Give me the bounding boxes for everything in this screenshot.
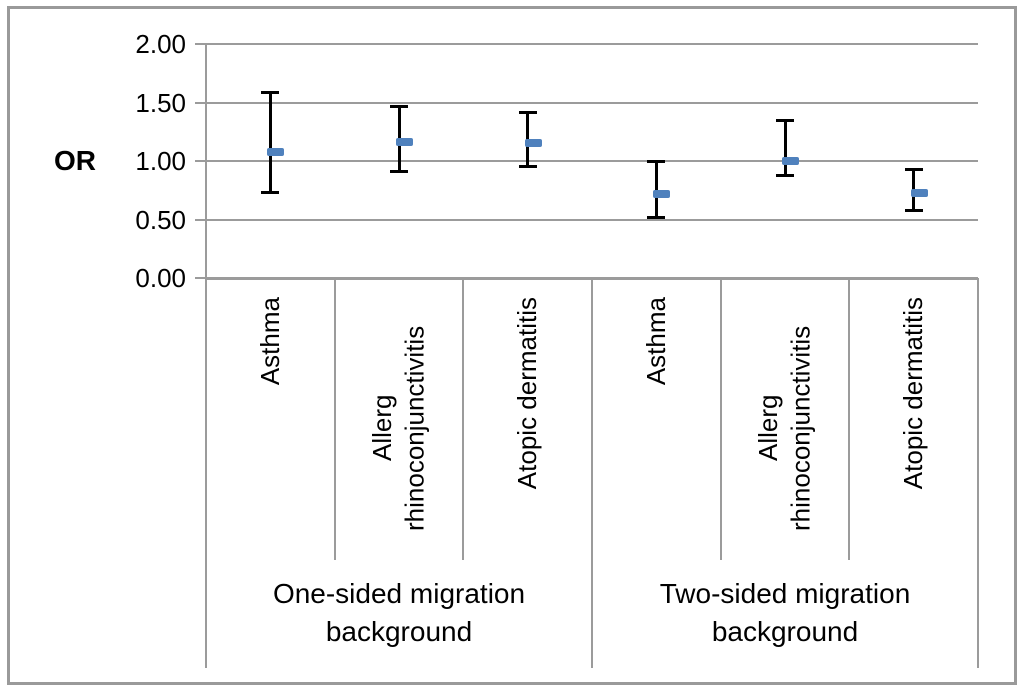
or-point-marker bbox=[524, 139, 542, 148]
y-axis-tickmark bbox=[195, 160, 206, 162]
y-axis-title: OR bbox=[54, 145, 96, 176]
error-bar-cap-bottom bbox=[904, 209, 923, 213]
category-divider-line bbox=[462, 278, 465, 560]
category-divider-line bbox=[719, 278, 722, 560]
y-tick-label: 1.50 bbox=[135, 87, 186, 118]
category-label: Allerg rhinoconjunctivitis bbox=[753, 325, 816, 531]
y-axis-tickmark bbox=[195, 43, 206, 45]
y-axis-tickmark bbox=[195, 277, 206, 279]
error-bar-cap-top bbox=[647, 160, 666, 163]
error-bar-cap-bottom bbox=[518, 164, 537, 168]
gridline bbox=[206, 101, 978, 104]
figure-border bbox=[7, 6, 1017, 685]
y-tick-label: 0.50 bbox=[135, 204, 186, 235]
category-label: Atopic dermatitis bbox=[512, 297, 543, 490]
category-label-cell: Allerg rhinoconjunctivitis bbox=[335, 280, 464, 560]
error-bar-cap-top bbox=[261, 90, 280, 94]
error-bar-cap-top bbox=[518, 110, 537, 114]
error-bar-cap-bottom bbox=[647, 216, 666, 220]
y-axis-tickmark bbox=[195, 218, 206, 221]
error-bar-line bbox=[654, 161, 658, 219]
group-label-cell: One-sided migration background bbox=[206, 575, 592, 668]
group-label-cell: Two-sided migration background bbox=[592, 575, 978, 668]
group-label: One-sided migration background bbox=[272, 578, 526, 647]
category-label: Asthma bbox=[255, 297, 286, 386]
error-bar-cap-top bbox=[390, 105, 408, 108]
or-point-marker bbox=[396, 138, 413, 147]
gridline bbox=[206, 218, 978, 221]
or-point-marker bbox=[910, 188, 928, 197]
category-label: Allerg rhinoconjunctivitis bbox=[367, 325, 430, 531]
error-bar-line bbox=[526, 111, 530, 167]
error-bar-line bbox=[783, 120, 787, 177]
or-point-marker bbox=[267, 147, 285, 156]
group-divider-line bbox=[591, 278, 593, 668]
category-label: Asthma bbox=[641, 297, 672, 386]
category-area-right-border bbox=[977, 278, 979, 668]
or-point-marker bbox=[782, 157, 799, 165]
error-bar-cap-bottom bbox=[261, 190, 280, 194]
error-bar-cap-bottom bbox=[776, 174, 794, 178]
or-point-marker bbox=[653, 189, 671, 198]
error-bar-cap-top bbox=[904, 168, 923, 172]
category-label-cell: Allerg rhinoconjunctivitis bbox=[721, 280, 850, 560]
category-divider-line bbox=[333, 278, 336, 560]
category-label-cell: Asthma bbox=[206, 280, 335, 560]
error-bar-line bbox=[268, 91, 272, 193]
y-tick-label: 2.00 bbox=[135, 29, 186, 59]
category-label-cell: Atopic dermatitis bbox=[463, 280, 592, 560]
category-divider-line bbox=[848, 278, 851, 560]
group-label: Two-sided migration background bbox=[659, 578, 911, 647]
category-label-cell: Asthma bbox=[592, 280, 721, 560]
y-tick-label: 0.00 bbox=[135, 263, 186, 293]
y-axis-tickmark bbox=[195, 101, 206, 104]
gridline bbox=[206, 43, 978, 45]
y-tick-label: 1.00 bbox=[135, 146, 186, 176]
y-axis-line bbox=[205, 44, 207, 668]
category-label-cell: Atopic dermatitis bbox=[849, 280, 978, 560]
category-label: Atopic dermatitis bbox=[898, 297, 929, 490]
gridline bbox=[206, 160, 978, 162]
error-bar-cap-bottom bbox=[390, 169, 408, 173]
error-bar-cap-top bbox=[776, 119, 794, 123]
